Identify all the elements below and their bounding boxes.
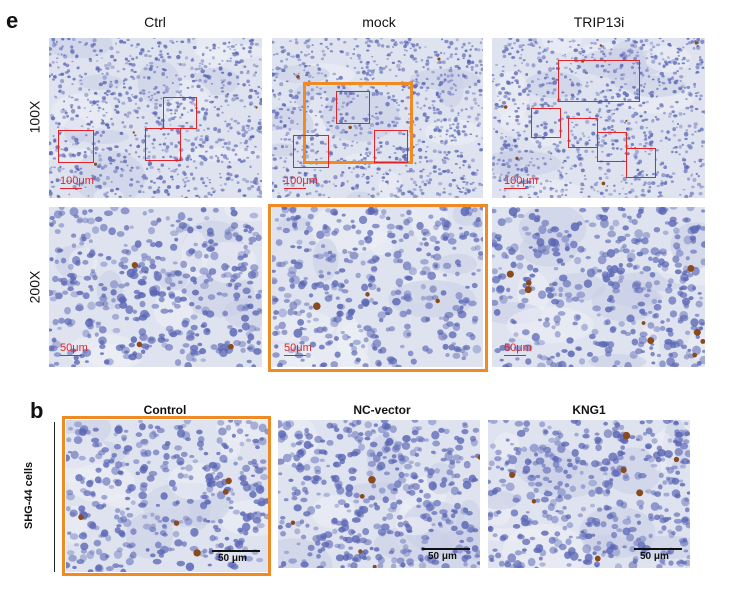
row-label-shg44-cells: SHG-44 cells (23, 461, 36, 530)
scalebar-line (422, 548, 470, 550)
scalebar-line (284, 355, 306, 356)
column-label-ctrl: Ctrl (144, 14, 166, 30)
scalebar-label: 50 μm (218, 553, 247, 564)
panel-b-letter: b (30, 398, 44, 423)
roi-box (145, 128, 181, 161)
column-label-kng1: KNG1 (572, 403, 606, 417)
scalebar-line (60, 355, 82, 356)
scalebar-line (504, 188, 526, 189)
roi-box (163, 97, 197, 129)
micrograph-nc-vector (278, 420, 480, 568)
column-label-trip13i: TRIP13i (573, 14, 625, 30)
roi-box (531, 108, 561, 138)
scalebar-line (284, 188, 306, 189)
column-label-control: Control (143, 403, 187, 417)
roi-box (336, 91, 370, 124)
scalebar-line (212, 550, 260, 552)
roi-box (293, 135, 329, 168)
micrograph-control (66, 420, 268, 572)
micrograph-mock-100x (272, 38, 483, 198)
micrograph-ctrl-100x (49, 38, 262, 198)
scalebar-label: 100μm (284, 175, 318, 187)
roi-box (626, 148, 656, 178)
scalebar-label: 100μm (504, 175, 538, 187)
scalebar-label: 50μm (504, 342, 532, 354)
roi-box (597, 132, 627, 162)
scalebar-line (634, 548, 682, 550)
roi-box (568, 118, 598, 148)
micrograph-ctrl-200x (49, 207, 262, 367)
roi-box (58, 130, 94, 163)
scalebar-label: 50 μm (428, 551, 457, 562)
micrograph-trip13i-200x (492, 207, 705, 367)
micrograph-mock-200x (272, 207, 483, 367)
scalebar-line (504, 355, 526, 356)
highlight-box-mock-200x (268, 204, 488, 372)
micrograph-kng1 (488, 420, 690, 568)
scalebar-label: 50μm (284, 342, 312, 354)
column-label-nc-vector: NC-vector (353, 403, 411, 417)
scalebar-label: 50 μm (640, 551, 669, 562)
column-label-mock: mock (362, 14, 396, 30)
scalebar-label: 50μm (60, 342, 88, 354)
scalebar-line (60, 188, 82, 189)
micrograph-trip13i-100x (492, 38, 705, 198)
highlight-box-mock-100x (303, 82, 413, 164)
row-label-100x: 100X (26, 100, 43, 134)
row-bracket-line (54, 422, 55, 572)
row-label-200x: 200X (26, 270, 43, 304)
scalebar-label: 100μm (60, 175, 94, 187)
roi-box (558, 60, 640, 102)
roi-box (374, 130, 408, 163)
panel-e-letter: e (6, 8, 19, 33)
highlight-box-control (62, 416, 271, 576)
